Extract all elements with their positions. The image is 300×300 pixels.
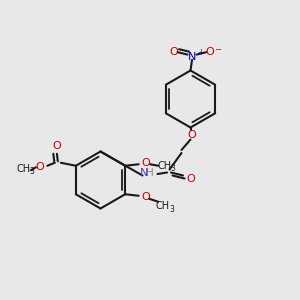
Text: O: O [52, 141, 61, 151]
Text: O: O [142, 192, 151, 202]
Text: O: O [206, 47, 214, 58]
Text: O: O [35, 162, 44, 172]
Text: O: O [169, 47, 178, 58]
Text: CH: CH [156, 201, 170, 211]
Text: O: O [142, 158, 151, 168]
Text: +: + [198, 48, 204, 57]
Text: N: N [188, 52, 196, 62]
Text: O: O [188, 130, 196, 140]
Text: H: H [146, 167, 154, 178]
Text: CH: CH [16, 164, 30, 174]
Text: 3: 3 [30, 167, 35, 176]
Text: −: − [214, 46, 221, 55]
Text: CH: CH [157, 161, 171, 171]
Text: 3: 3 [171, 164, 176, 173]
Text: N: N [140, 167, 148, 178]
Text: 3: 3 [169, 205, 174, 214]
Text: O: O [186, 173, 195, 184]
